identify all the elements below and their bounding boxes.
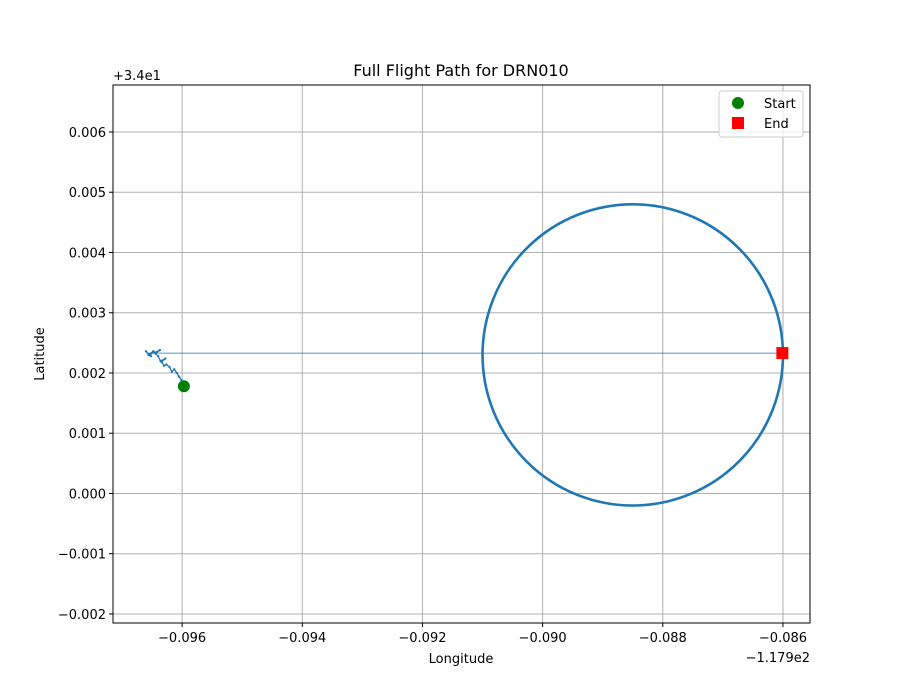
path-point (152, 350, 155, 353)
path-point (147, 353, 150, 357)
x-tick-label: −0.094 (278, 631, 326, 646)
x-tick-label: −0.090 (519, 631, 567, 646)
path-point (168, 365, 171, 369)
y-offset-label: +3.4e1 (113, 69, 161, 84)
plot-frame (112, 84, 811, 624)
y-tick-label: −0.002 (58, 608, 106, 623)
x-tick-label: −0.092 (398, 631, 446, 646)
path-point (175, 371, 178, 375)
path-point (164, 357, 167, 360)
legend-end-label: End (764, 117, 789, 132)
path-point (165, 363, 168, 366)
y-tick-label: −0.001 (58, 548, 106, 563)
path-point (177, 375, 181, 378)
y-axis-label: Latitude (33, 327, 48, 381)
path-point (159, 359, 162, 363)
x-tick-label: −0.096 (158, 631, 206, 646)
x-tick-label: −0.086 (759, 631, 807, 646)
plot-data (144, 202, 789, 507)
y-tick-label: 0.004 (69, 246, 106, 261)
x-tick-label: −0.088 (639, 631, 687, 646)
y-tick-label: 0.001 (69, 427, 106, 442)
y-tick-label: 0.006 (69, 126, 106, 141)
path-point (158, 348, 162, 352)
end-marker (776, 347, 789, 360)
start-marker (177, 380, 190, 393)
legend: Start End (718, 90, 804, 138)
legend-end-marker (732, 117, 744, 129)
y-tick-label: 0.000 (69, 487, 106, 502)
x-axis-label: Longitude (429, 652, 494, 667)
y-tick-label: 0.003 (69, 307, 106, 322)
axis-ticks: −0.096 −0.094 −0.092 −0.090 −0.088 −0.086 −0.0… (58, 126, 807, 646)
path-point (162, 364, 166, 367)
x-offset-label: −1.179e2 (746, 651, 810, 666)
y-tick-label: 0.005 (69, 186, 106, 201)
chart-title: Full Flight Path for DRN010 (353, 61, 568, 80)
path-point (149, 354, 153, 358)
path-point (170, 370, 174, 373)
path-point (173, 368, 176, 371)
legend-start-label: Start (764, 97, 796, 112)
y-tick-label: 0.002 (69, 367, 106, 382)
grid (113, 85, 810, 623)
path-point (144, 350, 148, 353)
legend-start-marker (732, 97, 744, 109)
path-point (156, 354, 160, 358)
